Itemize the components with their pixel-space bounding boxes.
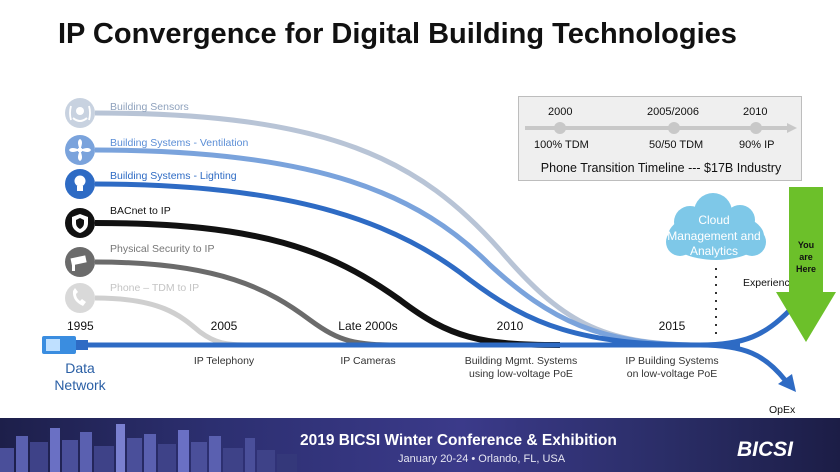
stream-curve-ventilation [94, 147, 701, 348]
phone-icon [65, 283, 95, 313]
stream-label-ventilation: Building Systems - Ventilation [110, 137, 248, 149]
city-skyline-graphic [0, 424, 297, 472]
footer-conference-dates: January 20-24 • Orlando, FL, USA [398, 453, 566, 465]
stream-label-building-sensors: Building Sensors [110, 101, 189, 113]
milestone-ip-telephony: IP Telephony [194, 355, 255, 367]
timeline-label-50-50: 50/50 TDM [649, 139, 704, 151]
data-network-label-line2: Network [54, 377, 106, 393]
opex-branch [699, 342, 787, 382]
convergence-diagram: Building Sensors Building Systems - Vent… [42, 98, 836, 416]
opex-arrowhead [778, 374, 796, 392]
ethernet-connector-icon [42, 336, 88, 354]
milestone-bms-line1: Building Mgmt. Systems [465, 355, 578, 367]
timeline-track [525, 122, 797, 134]
bicsi-logo: BICSI [737, 438, 794, 461]
conference-footer: 2019 BICSI Winter Conference & Exhibitio… [0, 418, 840, 472]
milestone-year-2005: 2005 [211, 319, 238, 333]
stream-curve-lighting [94, 181, 701, 348]
phone-timeline-box: 2000 2005/2006 2010 100% TDM 50/50 TDM 9… [518, 96, 802, 181]
fan-icon [65, 135, 95, 165]
milestone-ip-bldg-line2: on low-voltage PoE [627, 368, 717, 380]
you-are-here-line2: are [799, 252, 813, 262]
experience-label: Experience [743, 277, 796, 289]
footer-conference-title: 2019 BICSI Winter Conference & Exhibitio… [300, 432, 617, 449]
milestone-year-late-2000s: Late 2000s [338, 319, 397, 333]
stream-label-bacnet: BACnet to IP [110, 205, 171, 217]
stream-curve-bacnet [94, 220, 561, 348]
cloud-label-line3: Analytics [690, 244, 738, 258]
stream-label-phone: Phone – TDM to IP [110, 282, 199, 294]
stream-label-physical-security: Physical Security to IP [110, 243, 214, 255]
lightbulb-icon [65, 169, 95, 199]
sensor-wave-icon [65, 98, 95, 128]
security-camera-icon [65, 247, 95, 277]
cloud-label-line1: Cloud [698, 213, 729, 227]
shield-icon [65, 208, 95, 238]
you-are-here-line3: Here [796, 264, 816, 274]
milestone-year-2015: 2015 [659, 319, 686, 333]
base-start-year: 1995 [67, 319, 94, 333]
you-are-here-arrow [776, 187, 836, 342]
milestone-bms-line2: using low-voltage PoE [469, 368, 573, 380]
cloud-label-line2: Management and [667, 229, 760, 243]
data-network-label-line1: Data [65, 360, 95, 376]
opex-label: OpEx [769, 404, 796, 416]
slide-title: IP Convergence for Digital Building Tech… [58, 18, 737, 50]
timeline-caption: Phone Transition Timeline --- $17B Indus… [540, 161, 782, 175]
milestone-year-2010: 2010 [497, 319, 524, 333]
timeline-label-90-ip: 90% IP [739, 139, 775, 151]
timeline-label-100-tdm: 100% TDM [534, 139, 589, 151]
timeline-dot-2005 [668, 122, 680, 134]
you-are-here-line1: You [798, 240, 814, 250]
timeline-year-2000: 2000 [548, 106, 573, 118]
timeline-year-2005-2006: 2005/2006 [647, 106, 699, 118]
timeline-year-2010: 2010 [743, 106, 768, 118]
timeline-dot-2000 [554, 122, 566, 134]
experience-branch [699, 308, 792, 348]
milestone-ip-bldg-line1: IP Building Systems [625, 355, 718, 367]
cloud-shape [666, 193, 766, 260]
milestone-ip-cameras: IP Cameras [340, 355, 395, 367]
timeline-dot-2010 [750, 122, 762, 134]
stream-label-lighting: Building Systems - Lighting [110, 170, 237, 182]
